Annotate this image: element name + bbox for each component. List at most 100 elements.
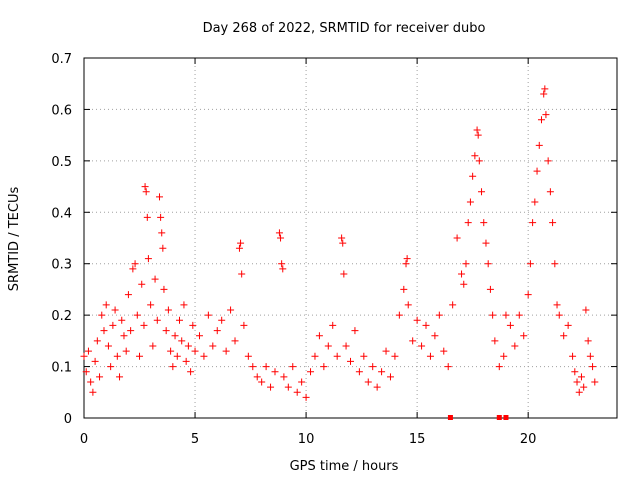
data-point bbox=[307, 368, 315, 376]
data-point bbox=[482, 239, 490, 247]
x-tick-label: 15 bbox=[409, 432, 426, 447]
data-point bbox=[571, 368, 579, 376]
data-point bbox=[364, 378, 372, 386]
data-point bbox=[553, 301, 561, 309]
data-point bbox=[589, 363, 597, 371]
data-point bbox=[569, 352, 577, 360]
data-point bbox=[464, 219, 472, 227]
data-point bbox=[484, 260, 492, 268]
data-point bbox=[100, 327, 108, 335]
data-point bbox=[142, 188, 150, 196]
data-point bbox=[391, 352, 399, 360]
gap-marker bbox=[496, 415, 502, 420]
data-point bbox=[474, 131, 482, 139]
data-point bbox=[537, 116, 545, 124]
data-point bbox=[339, 239, 347, 247]
data-point bbox=[244, 352, 252, 360]
data-point bbox=[409, 337, 417, 345]
data-point bbox=[338, 234, 346, 242]
data-point bbox=[340, 270, 348, 278]
data-point bbox=[546, 188, 554, 196]
y-tick-label: 0 bbox=[64, 412, 72, 427]
data-point bbox=[529, 219, 537, 227]
data-point bbox=[162, 327, 170, 335]
data-point bbox=[82, 368, 90, 376]
data-point bbox=[535, 141, 543, 149]
data-point bbox=[378, 368, 386, 376]
data-point bbox=[158, 229, 166, 237]
data-point bbox=[462, 260, 470, 268]
axes bbox=[83, 57, 618, 419]
data-point bbox=[116, 373, 124, 381]
data-point bbox=[489, 311, 497, 319]
data-point bbox=[84, 347, 92, 355]
data-point bbox=[89, 388, 97, 396]
data-point bbox=[191, 347, 199, 355]
data-point bbox=[586, 352, 594, 360]
data-point bbox=[400, 285, 408, 293]
data-point bbox=[506, 321, 514, 329]
data-point bbox=[460, 280, 468, 288]
data-point bbox=[275, 229, 283, 237]
data-point bbox=[240, 321, 248, 329]
data-point bbox=[502, 311, 510, 319]
data-point bbox=[580, 383, 588, 391]
data-point bbox=[156, 193, 164, 201]
data-point bbox=[278, 260, 286, 268]
data-point bbox=[149, 342, 157, 350]
data-point bbox=[195, 332, 203, 340]
data-point bbox=[469, 172, 477, 180]
x-tick-label: 20 bbox=[520, 432, 537, 447]
y-tick-label: 0.6 bbox=[51, 103, 72, 118]
data-point bbox=[141, 183, 149, 191]
data-point bbox=[182, 357, 190, 365]
data-point bbox=[404, 301, 412, 309]
data-point bbox=[144, 255, 152, 263]
data-point bbox=[279, 265, 287, 273]
data-point bbox=[577, 373, 585, 381]
data-point bbox=[231, 337, 239, 345]
data-point bbox=[549, 219, 557, 227]
data-point bbox=[449, 301, 457, 309]
data-point bbox=[491, 337, 499, 345]
data-point bbox=[120, 332, 128, 340]
data-point bbox=[253, 373, 261, 381]
data-point bbox=[542, 111, 550, 119]
data-point bbox=[403, 255, 411, 263]
data-point bbox=[515, 311, 523, 319]
data-point bbox=[164, 306, 172, 314]
data-point bbox=[209, 342, 217, 350]
data-point bbox=[153, 316, 161, 324]
data-point bbox=[159, 244, 167, 252]
data-point bbox=[540, 90, 548, 98]
data-point bbox=[360, 352, 368, 360]
data-point bbox=[347, 357, 354, 365]
data-point bbox=[591, 378, 599, 386]
data-point bbox=[342, 342, 350, 350]
data-point bbox=[320, 363, 328, 371]
data-point bbox=[87, 378, 95, 386]
data-point bbox=[147, 301, 155, 309]
data-point bbox=[107, 363, 115, 371]
data-point bbox=[386, 373, 394, 381]
data-point bbox=[395, 311, 403, 319]
data-point bbox=[298, 378, 306, 386]
data-point bbox=[129, 265, 137, 273]
data-point bbox=[289, 363, 297, 371]
data-point bbox=[271, 368, 279, 376]
data-point bbox=[526, 260, 534, 268]
data-point bbox=[524, 291, 532, 299]
data-point bbox=[98, 311, 106, 319]
gap-marker bbox=[503, 415, 509, 420]
data-point bbox=[235, 244, 243, 252]
data-point bbox=[113, 352, 121, 360]
data-point bbox=[573, 378, 581, 386]
data-point bbox=[104, 342, 112, 350]
data-point bbox=[189, 321, 197, 329]
data-point bbox=[175, 316, 183, 324]
data-point bbox=[473, 126, 481, 134]
y-tick-label: 0.4 bbox=[51, 206, 72, 221]
data-point bbox=[136, 352, 144, 360]
data-point bbox=[511, 342, 519, 350]
